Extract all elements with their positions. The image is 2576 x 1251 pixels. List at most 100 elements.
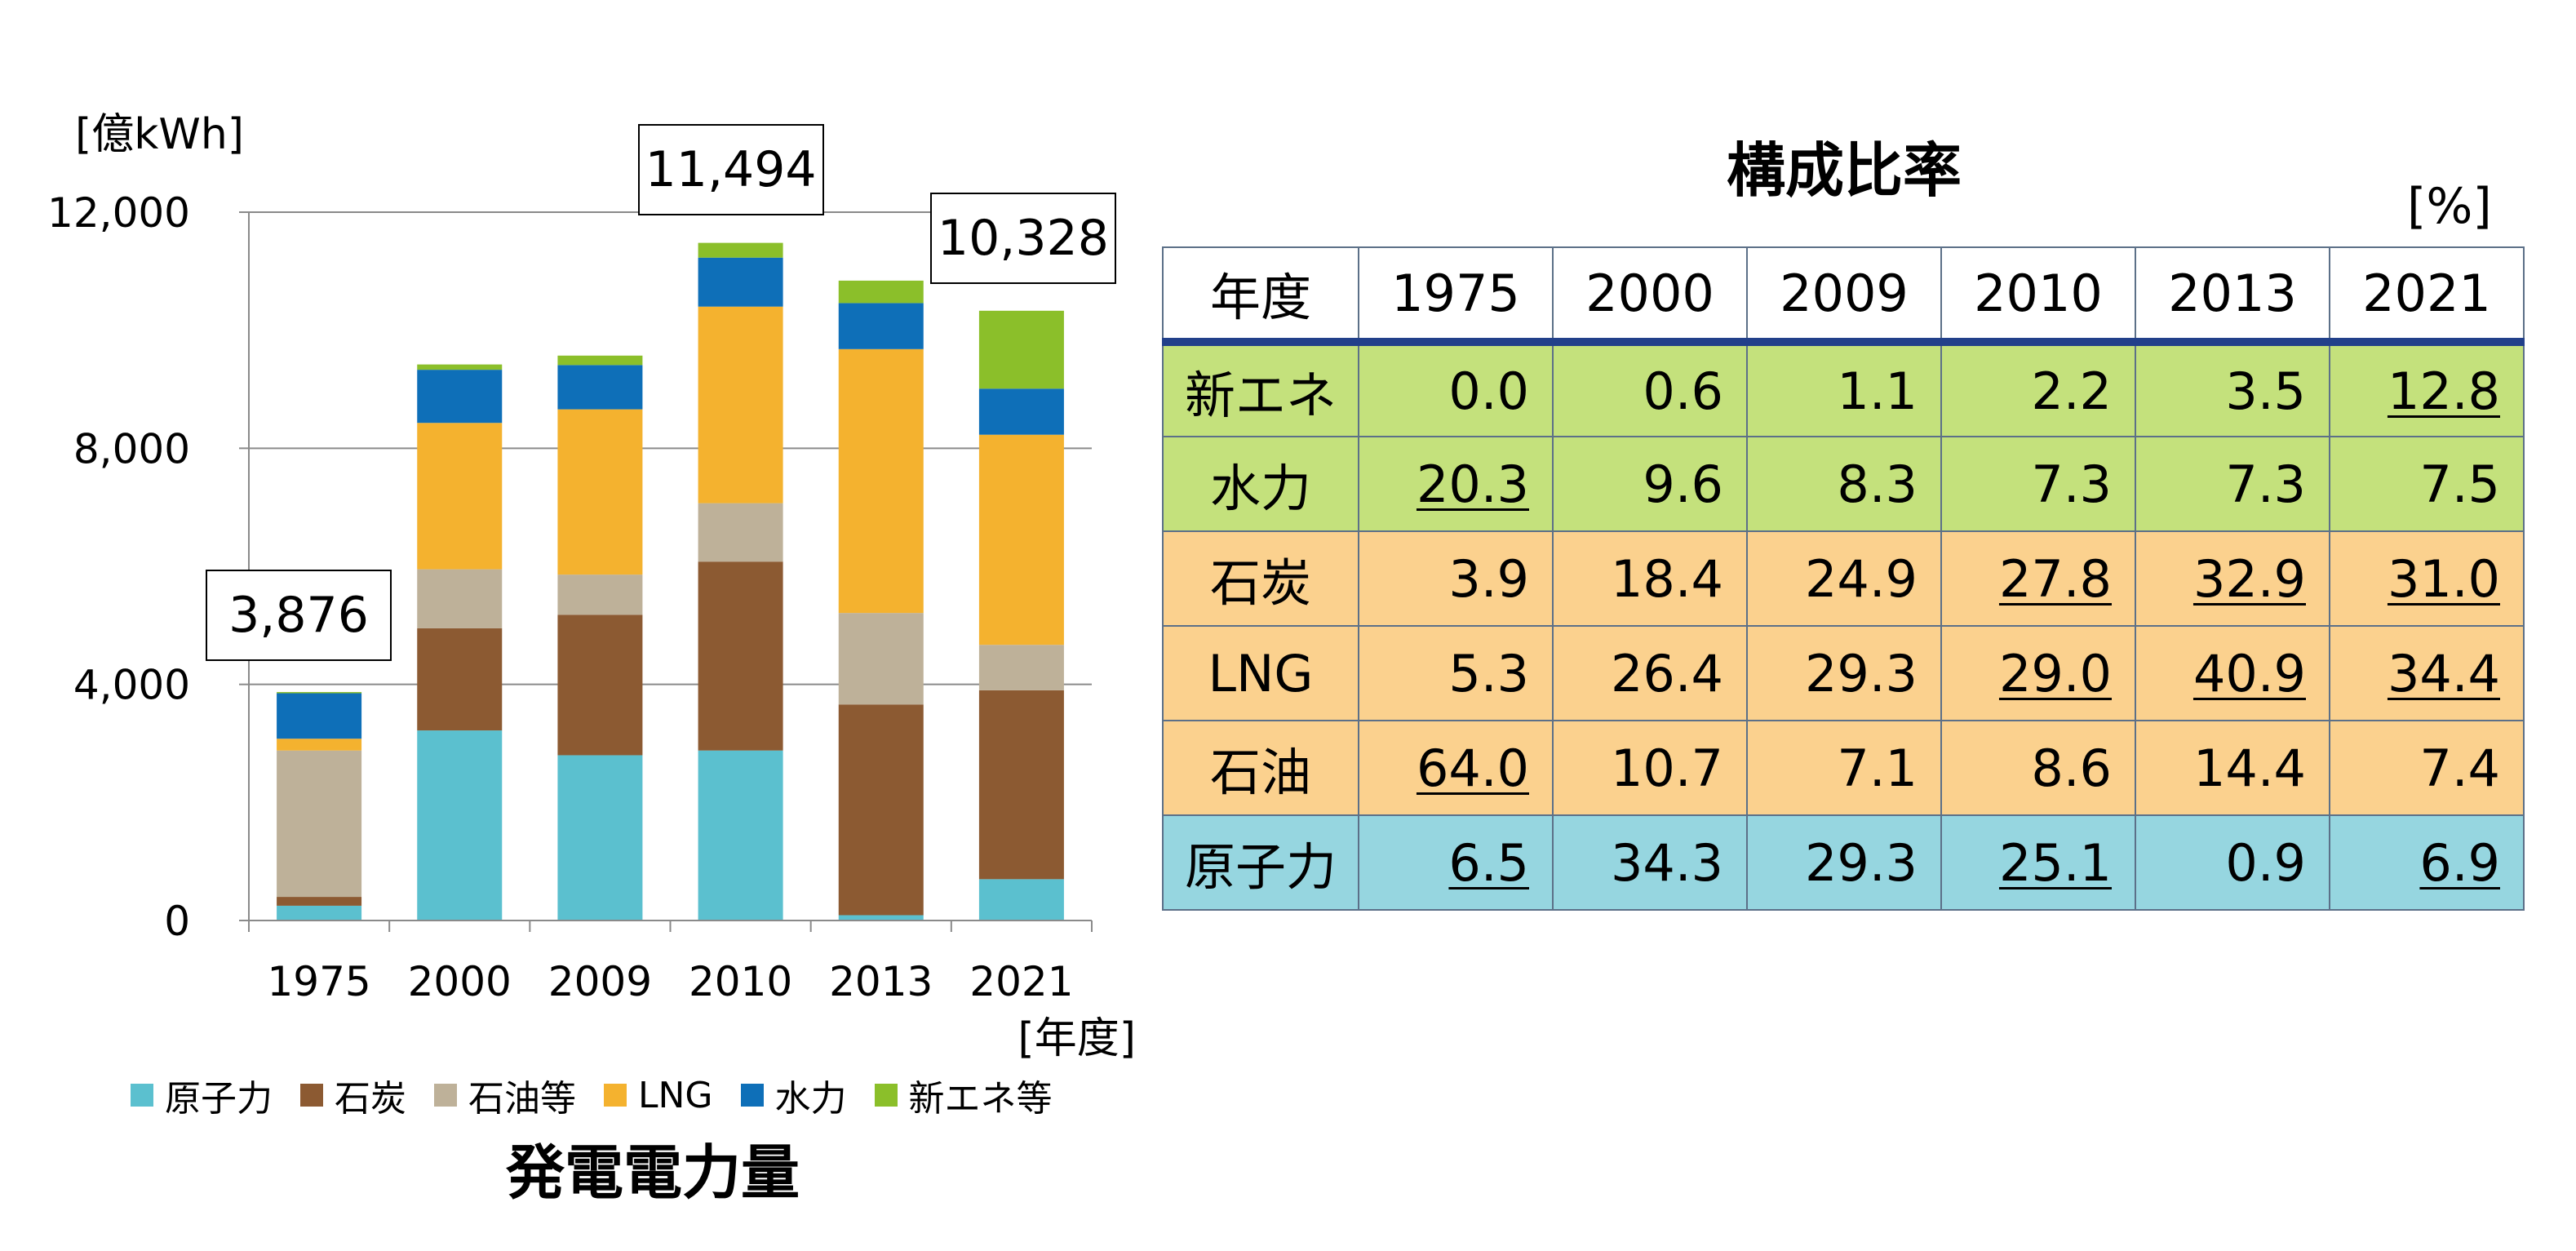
bar-segment (838, 280, 924, 304)
value-cell: 0.6 (1552, 341, 1748, 437)
total-callout: 11,494 (637, 124, 824, 215)
table-row: 水力 20.3 9.6 8.3 7.3 7.3 7.5 (1162, 436, 2525, 532)
bar-segment (698, 242, 783, 258)
legend-item: 原子力 (131, 1069, 273, 1121)
chart-legend: 原子力 石炭 石油等 LNG 水力 新エネ等 (131, 1071, 1080, 1120)
value-cell: 24.9 (1746, 530, 1942, 627)
y-tick-label: 4,000 (73, 662, 190, 709)
bar-segment (838, 704, 924, 916)
row-label-cell: LNG (1162, 625, 1359, 721)
bar-segment (277, 692, 362, 694)
bar-segment (277, 905, 362, 921)
x-tick-label: 2000 (408, 958, 512, 1005)
legend-label: LNG (638, 1074, 713, 1116)
value-cell: 8.6 (1940, 720, 2136, 816)
x-tick-label: 2010 (689, 958, 792, 1005)
chart-title: 発電電力量 (505, 1138, 800, 1207)
bar-segment (557, 355, 643, 366)
bar-segment (417, 423, 503, 570)
bars (277, 242, 1064, 921)
value-cell: 10.7 (1552, 720, 1748, 816)
axis-labels: 0 4,000 8,000 12,000 [億kWh] [年度] 1975 2000 2009 2… (47, 110, 1136, 1061)
value-cell: 29.3 (1746, 625, 1942, 721)
value-cell: 27.8 (1940, 530, 2136, 627)
value-cell: 14.4 (2135, 720, 2330, 816)
legend-item: 新エネ等 (874, 1069, 1053, 1121)
value-cell: 7.3 (1940, 436, 2136, 532)
x-tick-label: 2013 (829, 958, 933, 1005)
table-row: LNG 5.3 26.4 29.3 29.0 40.9 34.4 (1162, 625, 2525, 721)
header-year-cell: 1975 (1358, 246, 1554, 343)
bar-segment (417, 628, 503, 731)
table-title: 構成比率 (1726, 136, 1962, 205)
bar-segment (978, 434, 1064, 645)
value-cell: 29.3 (1746, 814, 1942, 911)
bar-segment (557, 574, 643, 615)
value-cell: 9.6 (1552, 436, 1748, 532)
bar-segment (417, 370, 503, 424)
x-tick-label: 2009 (548, 958, 652, 1005)
legend-label: 水力 (774, 1078, 847, 1120)
row-label-cell: 石炭 (1162, 530, 1359, 627)
row-label-cell: 石油 (1162, 720, 1359, 816)
bar-segment (277, 693, 362, 739)
table-row: 石油 64.0 10.7 7.1 8.6 14.4 7.4 (1162, 720, 2525, 816)
y-tick-label: 12,000 (47, 189, 190, 237)
bar-segment (838, 348, 924, 614)
header-year-cell: 2021 (2329, 246, 2525, 343)
bar-segment (277, 897, 362, 906)
bar-segment (838, 613, 924, 705)
legend-label: 石炭 (335, 1078, 406, 1120)
bar-segment (698, 503, 783, 562)
bar-segment (838, 915, 924, 921)
bar-segment (417, 364, 503, 370)
value-cell: 3.9 (1358, 530, 1554, 627)
value-cell: 5.3 (1358, 625, 1554, 721)
value-cell: 34.4 (2329, 625, 2525, 721)
value-cell: 1.1 (1746, 341, 1942, 437)
header-year-cell: 2009 (1746, 246, 1942, 343)
value-cell: 20.3 (1358, 436, 1554, 532)
row-label-cell: 新エネ (1162, 341, 1359, 437)
y-tick-label: 0 (164, 898, 190, 945)
generation-chart: 0 4,000 8,000 12,000 [億kWh] [年度] 1975 2000 2009 2… (47, 110, 1136, 1061)
legend-label: 原子力 (165, 1078, 273, 1120)
table-body: 新エネ 0.0 0.6 1.1 2.2 3.5 12.8 水力 20.3 9.6 8.3 7.3 7.3… (1162, 341, 2525, 911)
x-axis-label: [年度] (1018, 1014, 1136, 1061)
value-cell: 26.4 (1552, 625, 1748, 721)
total-callout: 3,876 (206, 570, 392, 661)
value-cell: 64.0 (1358, 720, 1554, 816)
legend-swatch (740, 1084, 764, 1107)
value-cell: 25.1 (1940, 814, 2136, 911)
bar-segment (417, 569, 503, 628)
legend-label: 石油等 (468, 1078, 576, 1120)
value-cell: 7.5 (2329, 436, 2525, 532)
value-cell: 12.8 (2329, 341, 2525, 437)
bar-segment (557, 755, 643, 921)
value-cell: 40.9 (2135, 625, 2330, 721)
bar-segment (838, 303, 924, 349)
legend-swatch (874, 1084, 898, 1107)
table-row: 石炭 3.9 18.4 24.9 27.8 32.9 31.0 (1162, 530, 2525, 627)
bar-segment (978, 388, 1064, 435)
value-cell: 2.2 (1940, 341, 2136, 437)
row-label-cell: 原子力 (1162, 814, 1359, 911)
value-cell: 34.3 (1552, 814, 1748, 911)
legend-swatch (131, 1084, 153, 1107)
value-cell: 18.4 (1552, 530, 1748, 627)
legend-item: LNG (604, 1075, 713, 1116)
header-year-cell: 2010 (1940, 246, 2136, 343)
header-year-cell: 2013 (2135, 246, 2330, 343)
bar-segment (698, 561, 783, 751)
bar-segment (417, 730, 503, 921)
value-cell: 7.3 (2135, 436, 2330, 532)
bar-segment (277, 739, 362, 751)
bar-segment (978, 310, 1064, 389)
y-axis-label: [億kWh] (75, 110, 244, 159)
value-cell: 6.5 (1358, 814, 1554, 911)
bar-segment (978, 645, 1064, 690)
bar-segment (978, 879, 1064, 921)
header-label-cell: 年度 (1162, 246, 1359, 343)
bar-segment (557, 614, 643, 756)
x-tick-label: 2021 (969, 958, 1073, 1005)
